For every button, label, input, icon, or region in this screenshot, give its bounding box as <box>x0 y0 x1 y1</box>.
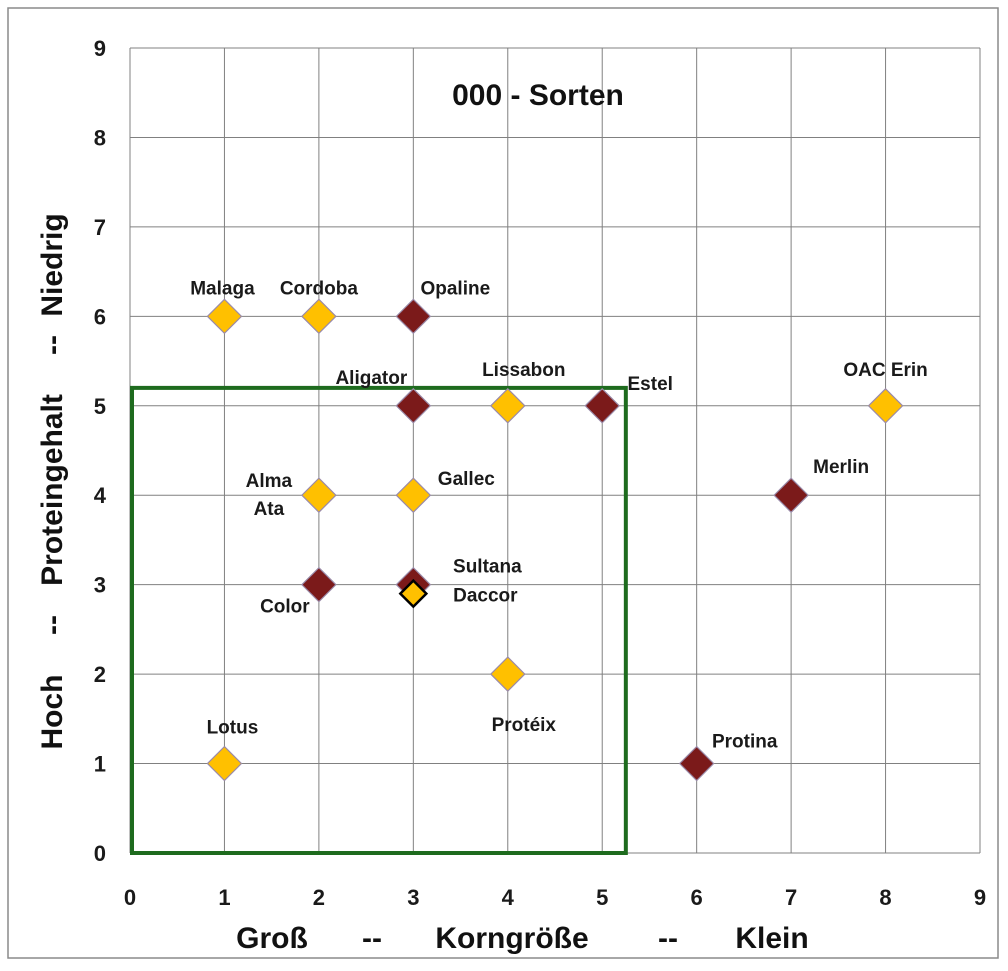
chart-border <box>7 7 999 959</box>
y-tick-label: 2 <box>94 662 106 687</box>
data-point <box>489 387 526 424</box>
tick-layer: 0 1 2 3 4 5 6 7 8 9 0 1 2 3 4 5 6 7 8 9 <box>94 36 986 910</box>
data-point <box>395 298 432 335</box>
y-axis-title-right: Niedrig <box>36 213 69 316</box>
chart-title: 000 - Sorten <box>452 79 624 112</box>
x-tick-label: 8 <box>879 885 891 910</box>
y-tick-label: 6 <box>94 304 106 329</box>
point-label: Protina <box>712 732 778 753</box>
point-label: Lotus <box>207 718 259 739</box>
x-tick-label: 0 <box>124 885 136 910</box>
point-label: Lissabon <box>482 360 565 381</box>
point-layer <box>206 298 904 782</box>
y-axis-title-left: Hoch <box>36 675 69 750</box>
y-tick-label: 0 <box>94 841 106 866</box>
x-tick-label: 3 <box>407 885 419 910</box>
data-point <box>398 578 429 609</box>
y-tick-label: 5 <box>94 394 106 419</box>
point-label: Ata <box>254 499 285 520</box>
y-axis-title-sep1: -- <box>36 615 69 635</box>
point-label: Sultana <box>453 557 522 578</box>
y-axis-title-sep2: -- <box>36 335 69 355</box>
x-axis-title-sep2: -- <box>658 922 678 955</box>
data-point <box>395 387 432 424</box>
point-label: Opaline <box>420 278 490 299</box>
data-point <box>206 298 243 335</box>
y-tick-label: 8 <box>94 125 106 150</box>
point-label: Gallec <box>438 469 495 490</box>
point-label: Protéix <box>492 715 557 736</box>
data-point <box>206 745 243 782</box>
data-point <box>301 566 337 603</box>
x-tick-label: 4 <box>502 885 515 910</box>
y-tick-label: 3 <box>94 573 106 598</box>
y-tick-label: 4 <box>94 483 107 508</box>
data-point <box>489 656 526 692</box>
point-label: Malaga <box>190 278 255 299</box>
x-axis-title-right: Klein <box>735 922 808 955</box>
data-point <box>867 387 904 424</box>
point-label: Estel <box>628 374 673 395</box>
point-label: Merlin <box>813 457 869 478</box>
x-tick-label: 1 <box>218 885 230 910</box>
x-axis-title-main: Korngröße <box>435 922 588 955</box>
highlight-region-box <box>130 385 628 855</box>
y-axis-title-main: Proteingehalt <box>36 394 69 586</box>
region-layer <box>130 385 628 855</box>
x-tick-label: 6 <box>691 885 703 910</box>
x-tick-label: 9 <box>974 885 986 910</box>
data-point <box>301 298 337 335</box>
point-label: Alma <box>246 471 293 492</box>
x-axis-title-sep1: -- <box>362 922 382 955</box>
point-label: Color <box>260 597 310 618</box>
data-point <box>678 745 715 782</box>
y-tick-label: 7 <box>94 215 106 240</box>
y-tick-label: 9 <box>94 36 106 61</box>
label-layer: Malaga Cordoba Opaline Aligator Lissabon Este… <box>190 278 928 752</box>
data-point <box>773 477 809 514</box>
x-axis-title-left: Groß <box>236 922 308 955</box>
data-point <box>584 387 621 424</box>
x-tick-label: 2 <box>313 885 325 910</box>
data-point <box>395 477 432 514</box>
point-label: OAC Erin <box>843 360 927 381</box>
point-label: Daccor <box>453 586 518 607</box>
point-label: Cordoba <box>280 278 359 299</box>
x-tick-label: 5 <box>596 885 608 910</box>
y-tick-label: 1 <box>94 752 106 777</box>
data-point <box>301 477 337 514</box>
x-tick-label: 7 <box>785 885 797 910</box>
point-label: Aligator <box>335 368 407 389</box>
